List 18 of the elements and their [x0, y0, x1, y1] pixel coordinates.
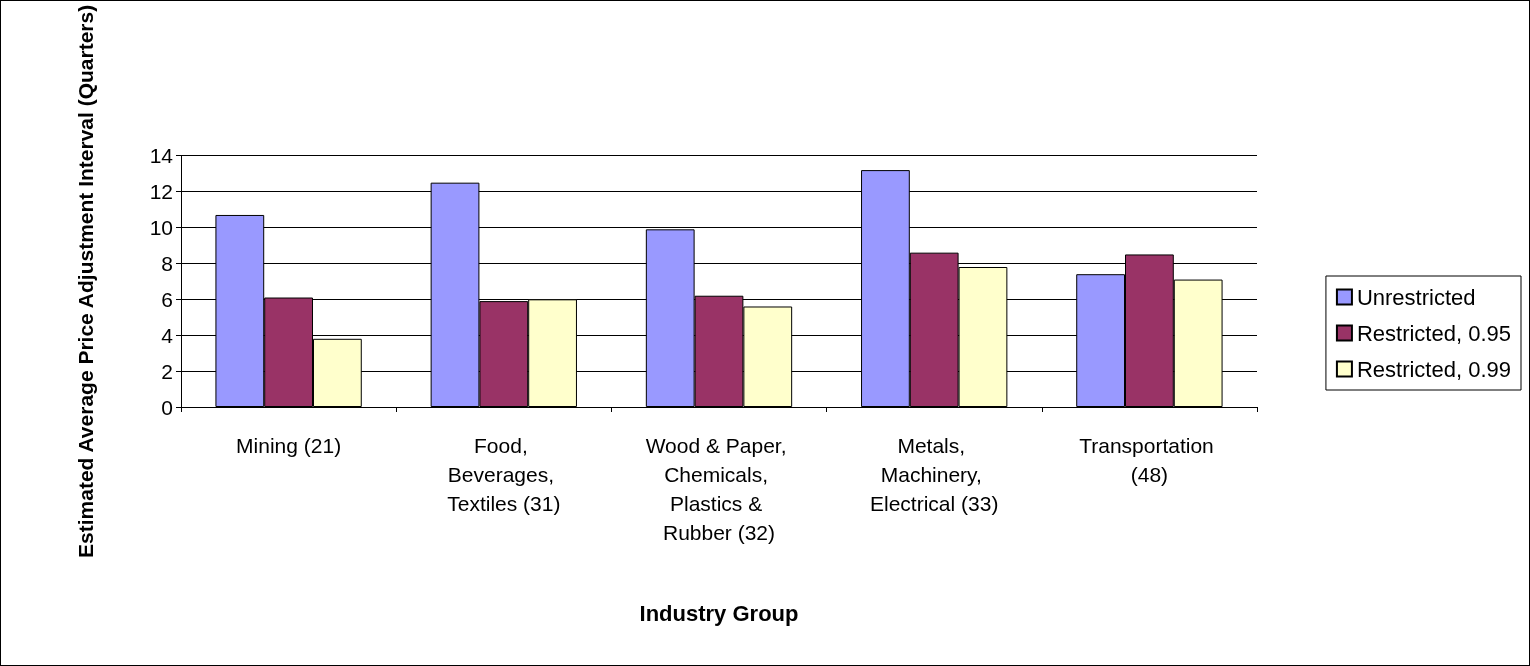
legend-label: Unrestricted: [1356, 284, 1476, 310]
y-tick-label: 2: [161, 359, 173, 383]
y-tick-label: 0: [161, 395, 173, 419]
legend-label: Restricted, 0.99: [1356, 356, 1511, 382]
x-tick-label: Metals, Machinery, Electrical (33): [870, 434, 999, 515]
y-tick-label: 8: [161, 251, 173, 275]
x-tick-label: Mining (21): [236, 434, 342, 457]
y-tick-label: 6: [161, 287, 173, 311]
y-tick-label: 12: [149, 180, 173, 204]
y-tick-label: 4: [161, 323, 174, 347]
x-tick-label: Wood & Paper, Chemicals, Plastics & Rubber (32): [645, 434, 793, 544]
legend-label: Restricted, 0.95: [1356, 320, 1511, 346]
x-tick-label: Transportation (48): [1079, 434, 1220, 486]
x-tick-label: Food, Beverages, Textiles (31): [447, 434, 561, 515]
y-axis-title: Estimated Average Price Adjustment Interval (Quarters): [73, 4, 97, 558]
y-tick-label: 10: [149, 216, 173, 240]
y-tick-label: 14: [149, 144, 174, 168]
x-axis-title: Industry Group: [639, 600, 799, 626]
